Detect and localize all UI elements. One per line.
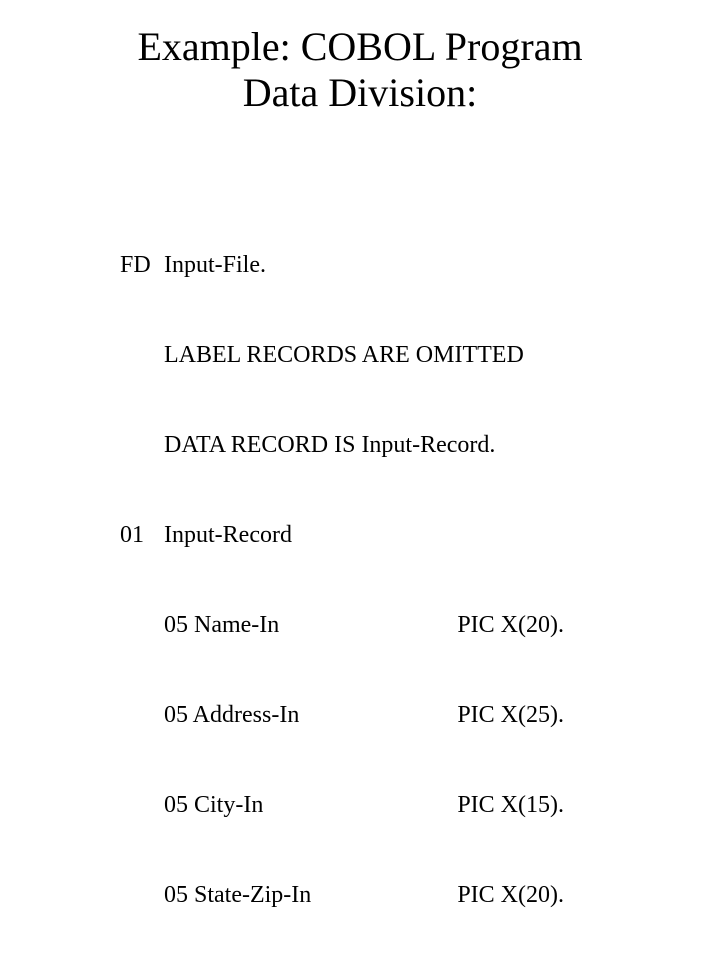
- field-name: 05 City-In: [164, 790, 444, 820]
- level-blank: [120, 430, 164, 460]
- code-line-fd: FDInput-File.: [120, 250, 564, 280]
- level-01: 01: [120, 520, 164, 550]
- title-line-2: Data Division:: [0, 70, 720, 116]
- code-line-field-0: 05 Name-InPIC X(20).: [120, 610, 564, 640]
- code-line-data-record: DATA RECORD IS Input-Record.: [120, 430, 564, 460]
- title-line-1: Example: COBOL Program: [0, 24, 720, 70]
- code-line-01: 01Input-Record: [120, 520, 564, 550]
- field-name: 05 Name-In: [164, 610, 444, 640]
- level-fd: FD: [120, 250, 164, 280]
- cobol-code-block: FDInput-File. LABEL RECORDS ARE OMITTED …: [120, 190, 564, 970]
- level-blank: [120, 610, 164, 640]
- field-name: 05 State-Zip-In: [164, 880, 444, 910]
- fd-name: Input-File.: [164, 250, 266, 280]
- code-line-label-records: LABEL RECORDS ARE OMITTED: [120, 340, 564, 370]
- level-blank: [120, 700, 164, 730]
- field-pic: PIC X(20).: [444, 610, 564, 640]
- label-records: LABEL RECORDS ARE OMITTED: [164, 340, 524, 370]
- input-record: Input-Record: [164, 520, 292, 550]
- level-blank: [120, 790, 164, 820]
- code-line-field-1: 05 Address-InPIC X(25).: [120, 700, 564, 730]
- level-blank: [120, 880, 164, 910]
- field-pic: PIC X(25).: [444, 700, 564, 730]
- level-blank: [120, 340, 164, 370]
- field-pic: PIC X(15).: [444, 790, 564, 820]
- slide-title: Example: COBOL Program Data Division:: [0, 0, 720, 116]
- field-pic: PIC X(20).: [444, 880, 564, 910]
- data-record: DATA RECORD IS Input-Record.: [164, 430, 495, 460]
- code-line-field-3: 05 State-Zip-InPIC X(20).: [120, 880, 564, 910]
- slide: Example: COBOL Program Data Division: FD…: [0, 0, 720, 540]
- field-name: 05 Address-In: [164, 700, 444, 730]
- code-line-field-2: 05 City-InPIC X(15).: [120, 790, 564, 820]
